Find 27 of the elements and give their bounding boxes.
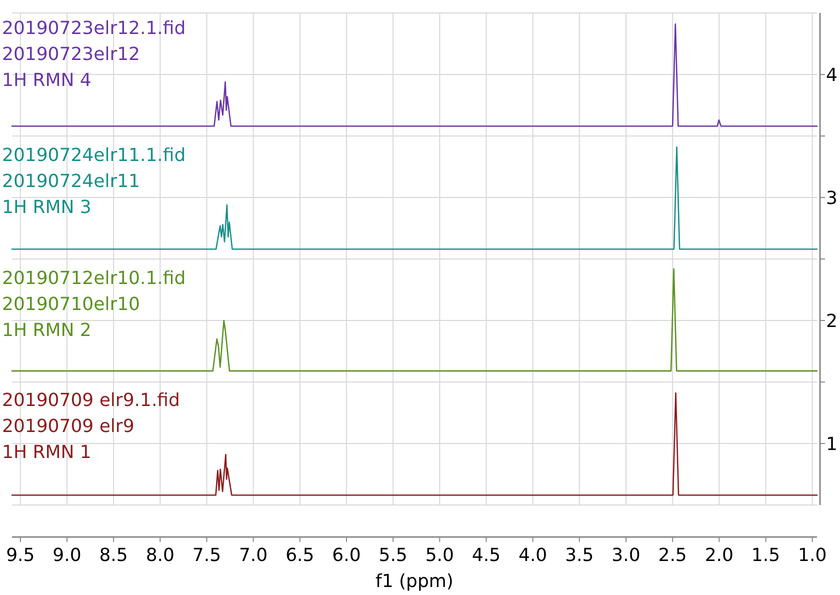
series-label: 20190709 elr9.1.fid 20190709 elr9 1H RMN 1	[2, 390, 180, 463]
x-tick-label: 3.5	[565, 545, 594, 566]
x-tick-label: 1.5	[751, 545, 780, 566]
x-tick-label: 4.0	[518, 545, 548, 566]
x-tick-label: 6.0	[332, 545, 361, 566]
y-tick-label: 3	[826, 188, 838, 209]
y-tick-label: 4	[826, 64, 838, 86]
x-tick-label: 9.0	[52, 545, 82, 566]
x-tick-label: 1.0	[798, 545, 827, 566]
x-tick-label: 7.5	[192, 545, 222, 566]
y-tick-label: 2	[826, 310, 838, 332]
series-label: 20190723elr12.1.fid 20190723elr12 1H RMN 4	[2, 18, 186, 91]
x-tick-label: 6.5	[286, 545, 314, 566]
x-tick-label: 2.5	[658, 545, 687, 566]
x-tick-label: 4.5	[472, 545, 501, 566]
x-tick-label: 5.5	[378, 545, 408, 566]
x-tick-label: 9.5	[6, 545, 35, 566]
x-axis-title: f1 (ppm)	[376, 571, 454, 592]
series-label: 20190712elr10.1.fid 20190710elr10 1H RMN 2	[2, 268, 186, 342]
x-tick-label: 5.0	[425, 545, 454, 566]
y-tick-label: 1	[826, 434, 838, 455]
x-tick-label: 8.5	[99, 545, 128, 566]
x-tick-label: 3.0	[612, 545, 640, 566]
series-label: 20190724elr11.1.fid 20190724elr11 1H RMN 3	[2, 145, 186, 218]
x-tick-label: 8.0	[146, 545, 174, 566]
x-tick-label: 2.0	[704, 545, 734, 566]
x-tick-label: 7.0	[238, 545, 268, 566]
